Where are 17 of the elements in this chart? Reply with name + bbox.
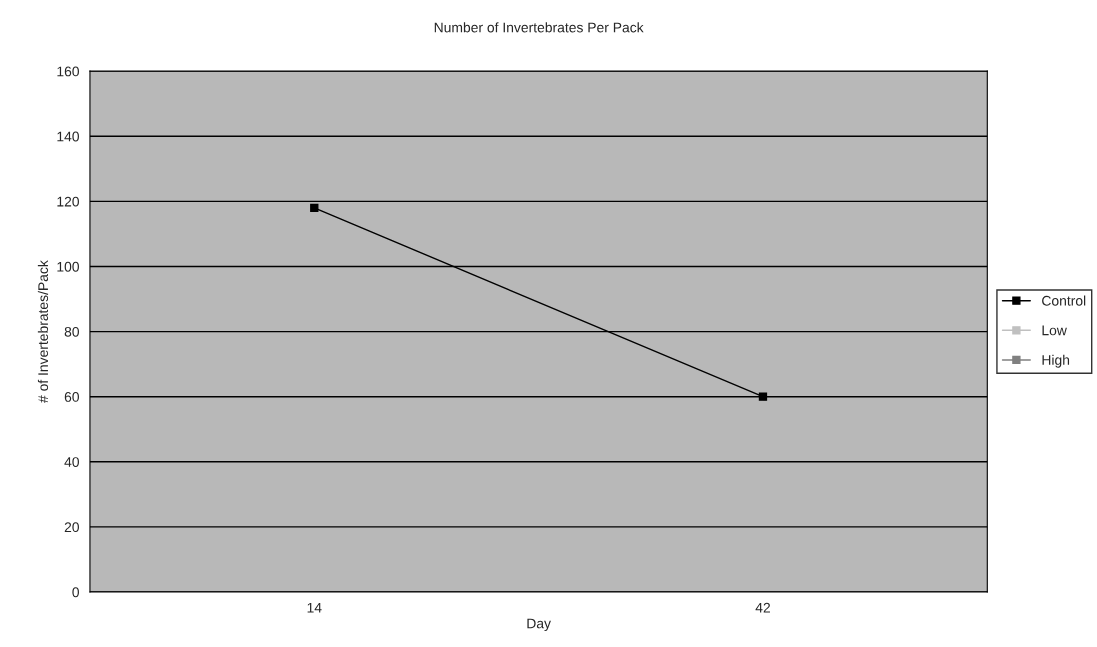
y-tick-label: 100 — [57, 261, 79, 272]
y-tick-label: 160 — [57, 66, 79, 77]
y-tick-label: 0 — [72, 587, 79, 598]
y-tick-label: 120 — [57, 196, 79, 207]
y-tick-label: 20 — [64, 522, 79, 533]
y-tick-label: 40 — [64, 457, 79, 467]
y-tick-label: 140 — [57, 131, 79, 142]
x-axis-title: Day — [527, 618, 551, 632]
x-tick-label: 14 — [307, 602, 322, 613]
legend-label: High — [1042, 354, 1070, 368]
y-tick-label: 80 — [64, 326, 79, 337]
y-axis-title: # of Invertebrates/Pack — [37, 260, 49, 403]
legend-label: Low — [1042, 325, 1067, 336]
y-tick-label: 60 — [64, 392, 79, 402]
x-tick-label: 42 — [755, 602, 770, 613]
legend-label: Control — [1042, 295, 1086, 306]
chart-title: Number of Invertebrates Per Pack — [434, 22, 644, 33]
